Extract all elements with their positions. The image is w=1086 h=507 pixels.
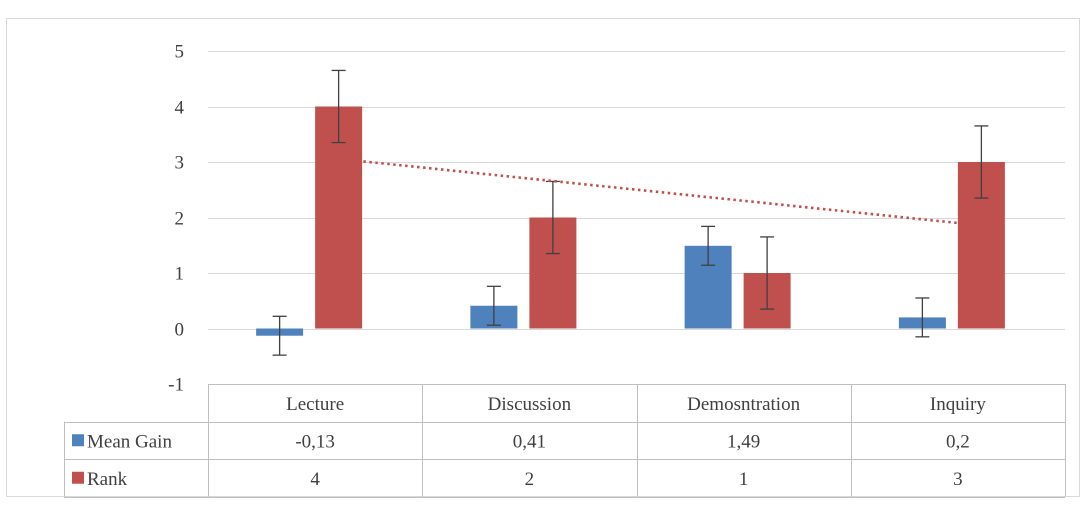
y-tick-label: 0 bbox=[175, 320, 185, 341]
legend-label-mean-gain: Mean Gain bbox=[87, 431, 172, 452]
error-bars bbox=[272, 69, 989, 356]
data-label: -0,13 bbox=[295, 431, 335, 452]
data-label: 1,49 bbox=[727, 431, 760, 452]
y-tick-label: 2 bbox=[175, 209, 185, 230]
legend-label-rank: Rank bbox=[87, 469, 128, 490]
bar-rank bbox=[315, 106, 363, 329]
data-label: 2 bbox=[525, 469, 535, 490]
data-label: 0,41 bbox=[513, 431, 546, 452]
y-axis-ticks: -1 0 1 2 3 4 5 bbox=[168, 42, 184, 396]
category-label: Inquiry bbox=[930, 394, 986, 415]
data-label: 3 bbox=[953, 469, 963, 490]
data-label: 1 bbox=[739, 469, 749, 490]
data-label: 4 bbox=[310, 469, 320, 490]
y-tick-label: 3 bbox=[175, 153, 185, 174]
category-label: Discussion bbox=[488, 394, 572, 415]
y-tick-label: -1 bbox=[168, 375, 184, 396]
legend-key-rank bbox=[72, 471, 84, 484]
y-tick-label: 1 bbox=[175, 264, 185, 285]
category-label: Demosntration bbox=[687, 394, 800, 415]
data-table: Lecture Discussion Demosntration Inquiry Mea… bbox=[64, 384, 1066, 498]
legend-key-mean-gain bbox=[72, 434, 84, 447]
category-label: Lecture bbox=[286, 394, 344, 415]
y-tick-label: 5 bbox=[175, 42, 185, 63]
data-label: 0,2 bbox=[946, 431, 970, 452]
y-tick-label: 4 bbox=[175, 98, 185, 119]
